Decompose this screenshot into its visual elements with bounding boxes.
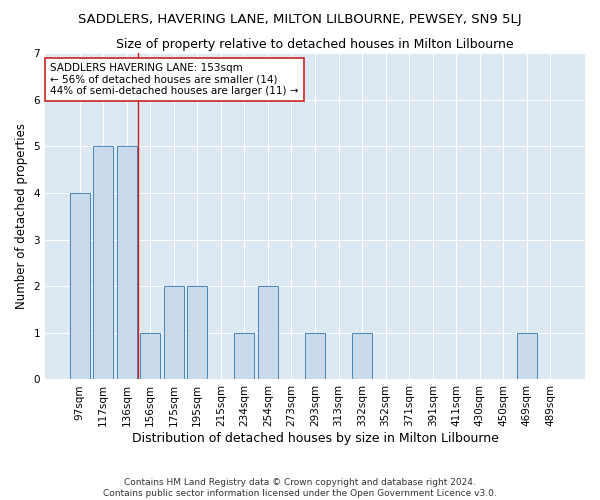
Bar (164, 286, 184, 380)
Text: Contains HM Land Registry data © Crown copyright and database right 2024.
Contai: Contains HM Land Registry data © Crown c… (103, 478, 497, 498)
Bar (352, 333, 372, 380)
Bar (517, 333, 537, 380)
Title: Size of property relative to detached houses in Milton Lilbourne: Size of property relative to detached ho… (116, 38, 514, 51)
Text: SADDLERS HAVERING LANE: 153sqm
← 56% of detached houses are smaller (14)
44% of : SADDLERS HAVERING LANE: 153sqm ← 56% of … (50, 63, 299, 96)
Bar (93, 146, 113, 380)
Bar (235, 333, 254, 380)
Bar (258, 286, 278, 380)
Y-axis label: Number of detached properties: Number of detached properties (15, 124, 28, 310)
Bar (305, 333, 325, 380)
Bar (70, 193, 89, 380)
Text: SADDLERS, HAVERING LANE, MILTON LILBOURNE, PEWSEY, SN9 5LJ: SADDLERS, HAVERING LANE, MILTON LILBOURN… (78, 12, 522, 26)
Bar (140, 333, 160, 380)
Bar (187, 286, 208, 380)
Bar (116, 146, 137, 380)
X-axis label: Distribution of detached houses by size in Milton Lilbourne: Distribution of detached houses by size … (131, 432, 499, 445)
